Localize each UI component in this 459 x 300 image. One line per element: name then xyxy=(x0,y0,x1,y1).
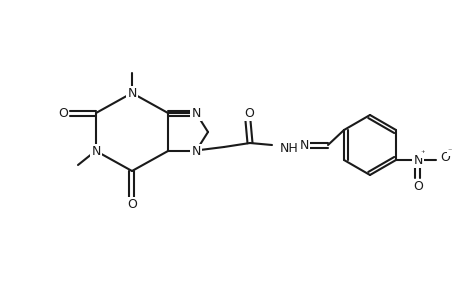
Text: O: O xyxy=(58,106,68,119)
Text: N: N xyxy=(91,145,101,158)
Text: O: O xyxy=(439,151,449,164)
Text: ⁻: ⁻ xyxy=(447,146,451,155)
Text: N: N xyxy=(191,145,200,158)
Text: NH: NH xyxy=(280,142,298,154)
Text: ⁺: ⁺ xyxy=(420,148,424,158)
Text: N: N xyxy=(412,154,422,166)
Text: O: O xyxy=(127,197,137,211)
Text: N: N xyxy=(127,86,136,100)
Text: N: N xyxy=(299,139,308,152)
Text: N: N xyxy=(191,106,200,119)
Text: O: O xyxy=(412,179,422,193)
Text: O: O xyxy=(244,106,253,119)
